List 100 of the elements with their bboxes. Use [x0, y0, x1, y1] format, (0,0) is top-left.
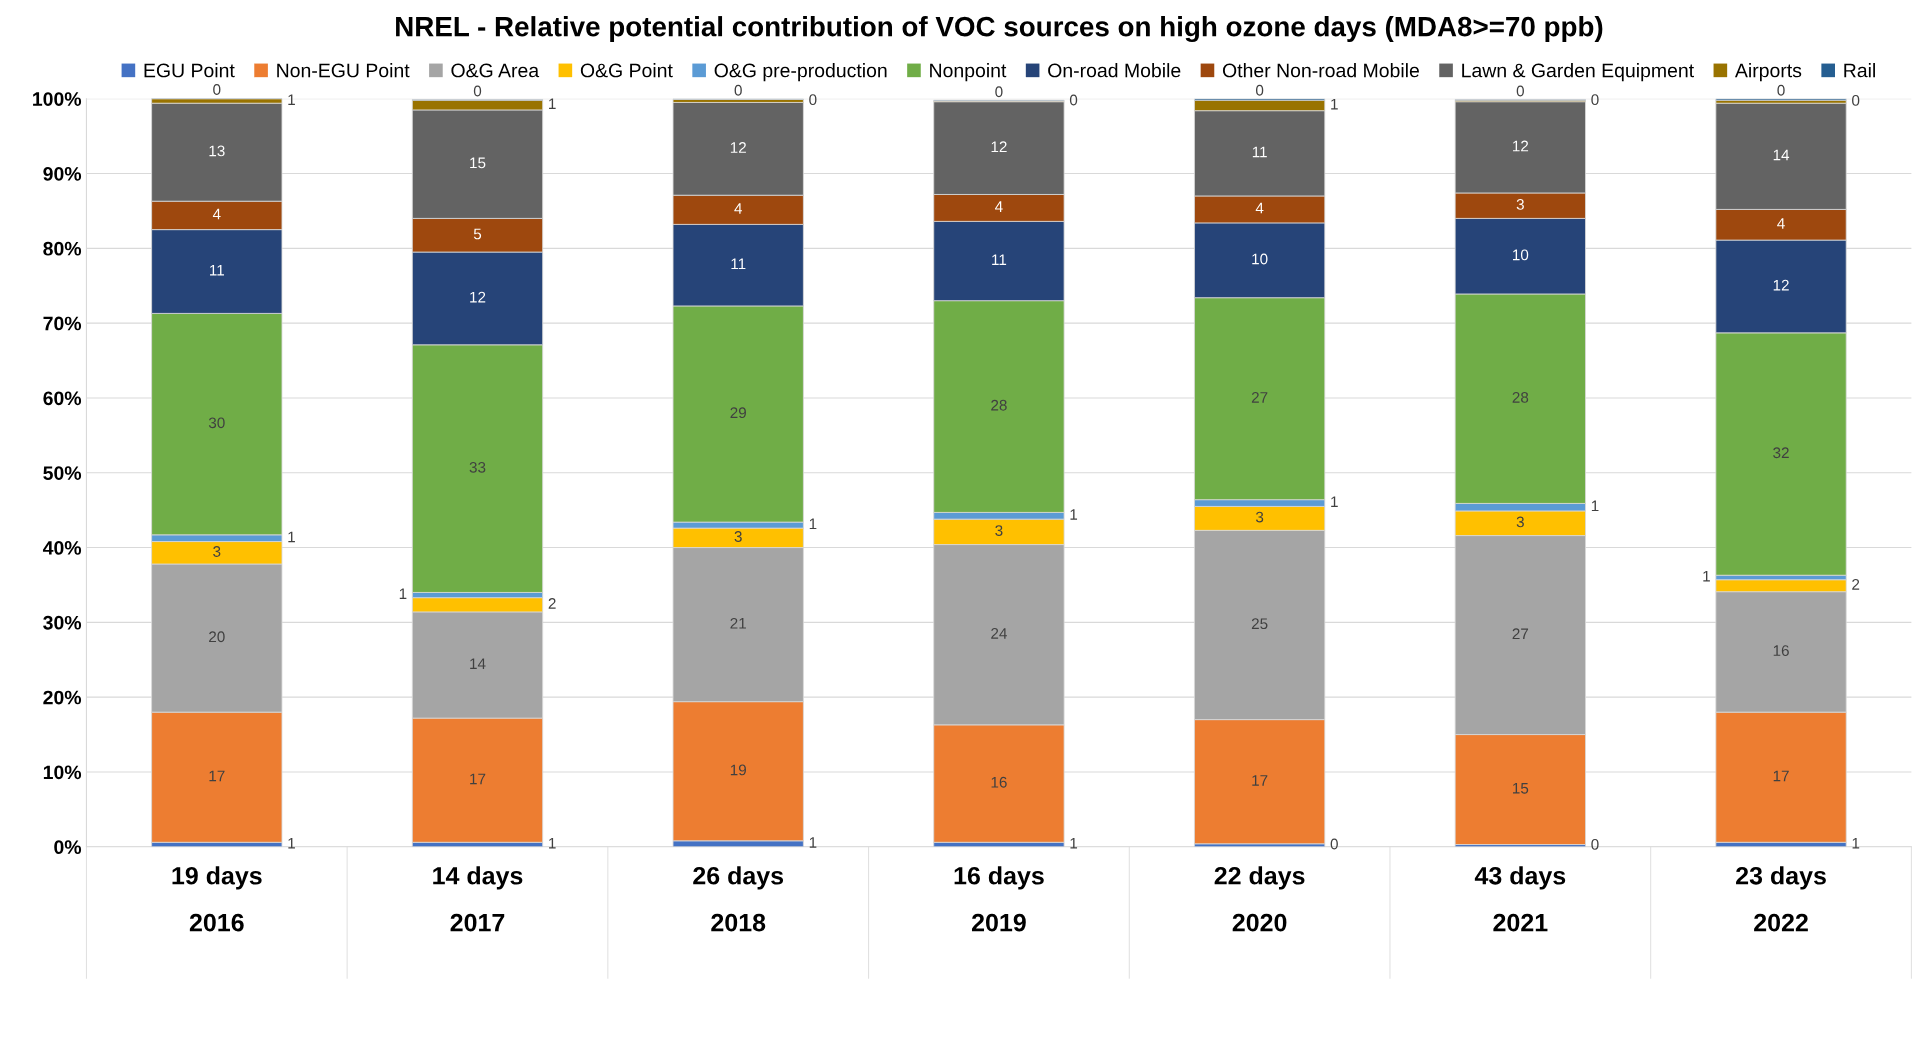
- data-label: 1: [1852, 837, 1860, 849]
- data-label: 0: [1330, 838, 1338, 850]
- data-label: 3: [1516, 198, 1524, 210]
- y-tick-label: 0%: [54, 840, 82, 855]
- data-label: 0: [213, 84, 221, 95]
- data-label: 0: [1777, 84, 1785, 96]
- data-label: 0: [809, 94, 817, 106]
- data-label: 16: [1773, 645, 1789, 657]
- x-tick-label: 22 days 2020: [1214, 866, 1305, 932]
- data-label: 32: [1773, 447, 1789, 459]
- data-label: 12: [1773, 279, 1789, 291]
- y-tick-label: 100%: [33, 92, 82, 106]
- data-label: 0: [1516, 85, 1524, 97]
- x-tick-label: 26 days 2018: [693, 866, 784, 932]
- legend-label: Other Non-road Mobile: [1222, 63, 1419, 78]
- data-label: 0: [1069, 94, 1078, 106]
- data-label: 1: [809, 518, 817, 530]
- data-label: 4: [1255, 202, 1264, 214]
- data-label: 30: [208, 417, 225, 429]
- data-label: 11: [992, 254, 1007, 265]
- legend-label: Non-EGU Point: [277, 63, 410, 78]
- chart-title: NREL - Relative potential contribution of VOC sources on high ozone days (MDA8>=70 ppb): [396, 16, 1603, 43]
- data-label: 28: [991, 399, 1007, 411]
- data-label: 17: [209, 770, 225, 782]
- data-label: 1: [288, 531, 295, 543]
- data-label: 15: [1513, 783, 1529, 794]
- data-label: 12: [470, 291, 486, 303]
- data-label: 10: [1252, 253, 1268, 265]
- y-tick-label: 60%: [43, 391, 82, 406]
- y-tick-label: 30%: [43, 615, 82, 630]
- x-tick-label: 14 days 2017: [433, 866, 523, 932]
- data-label: 4: [212, 208, 221, 220]
- data-label: 0: [734, 84, 742, 96]
- data-label: 1: [1070, 837, 1078, 849]
- y-tick-label: 70%: [43, 316, 82, 331]
- data-label: 1: [549, 837, 556, 849]
- data-label: 19: [730, 764, 746, 776]
- data-label: 27: [1251, 391, 1268, 403]
- legend-label: Rail: [1844, 63, 1875, 78]
- data-label: 28: [1512, 391, 1529, 403]
- y-tick-label: 50%: [43, 466, 82, 480]
- data-label: 1: [1070, 509, 1078, 520]
- legend-label: Nonpoint: [930, 63, 1007, 82]
- data-label: 0: [1852, 94, 1860, 106]
- data-label: 2: [548, 598, 556, 609]
- data-label: 24: [991, 627, 1007, 639]
- data-label: 0: [1591, 94, 1599, 106]
- legend-label: Airports: [1734, 63, 1802, 82]
- legend-label: O&G Area: [451, 63, 540, 78]
- data-label: 12: [1513, 140, 1529, 152]
- data-label: 0: [1255, 84, 1264, 96]
- legend-label: O&G Point: [580, 63, 673, 78]
- data-label: 0: [995, 86, 1003, 98]
- data-label: 5: [473, 228, 482, 240]
- data-label: 21: [730, 617, 746, 629]
- data-label: 13: [209, 145, 225, 157]
- data-label: 1: [1331, 496, 1338, 507]
- data-label: 11: [731, 258, 746, 270]
- legend-label: On-road Mobile: [1048, 63, 1181, 78]
- data-label: 3: [1516, 516, 1524, 528]
- legend-label: EGU Point: [144, 63, 235, 78]
- data-label: 3: [734, 531, 742, 542]
- data-label: 10: [1513, 249, 1529, 261]
- y-tick-label: 90%: [43, 166, 82, 181]
- legend-label: Lawn & Garden Equipment: [1462, 63, 1694, 82]
- data-label: 27: [1512, 628, 1529, 640]
- data-label: 4: [1777, 218, 1785, 229]
- data-label: 1: [399, 588, 407, 600]
- data-label: 1: [288, 837, 295, 849]
- data-label: 3: [995, 525, 1003, 536]
- data-label: 17: [470, 773, 486, 785]
- y-tick-label: 80%: [43, 241, 82, 256]
- data-label: 0: [1591, 838, 1599, 850]
- data-label: 33: [469, 461, 486, 473]
- x-tick-label: 43 days 2021: [1474, 866, 1566, 932]
- data-label: 3: [1255, 511, 1264, 523]
- data-label: 1: [288, 94, 295, 105]
- data-label: 17: [1252, 775, 1268, 786]
- x-tick-label: 23 days 2022: [1736, 866, 1826, 932]
- data-label: 16: [991, 776, 1007, 788]
- data-label: 1: [549, 98, 556, 110]
- legend-label: O&G pre-production: [714, 63, 887, 82]
- data-label: 1: [1591, 500, 1599, 512]
- y-tick-label: 10%: [43, 765, 82, 780]
- data-label: 14: [1773, 149, 1790, 161]
- data-label: 17: [1773, 770, 1789, 782]
- data-label: 25: [1251, 618, 1268, 630]
- data-label: 4: [995, 201, 1003, 212]
- data-label: 0: [473, 85, 482, 97]
- x-tick-label: 16 days 2019: [954, 866, 1044, 932]
- data-label: 14: [470, 658, 486, 669]
- data-label: 4: [734, 203, 743, 214]
- data-label: 3: [213, 546, 221, 557]
- data-label: 12: [730, 142, 746, 153]
- data-label: 2: [1852, 578, 1860, 590]
- data-label: 1: [1703, 570, 1710, 582]
- data-label: 29: [730, 407, 746, 419]
- data-label: 11: [210, 264, 224, 276]
- x-tick-label: 19 days 2016: [172, 866, 262, 932]
- data-label: 1: [1331, 98, 1338, 110]
